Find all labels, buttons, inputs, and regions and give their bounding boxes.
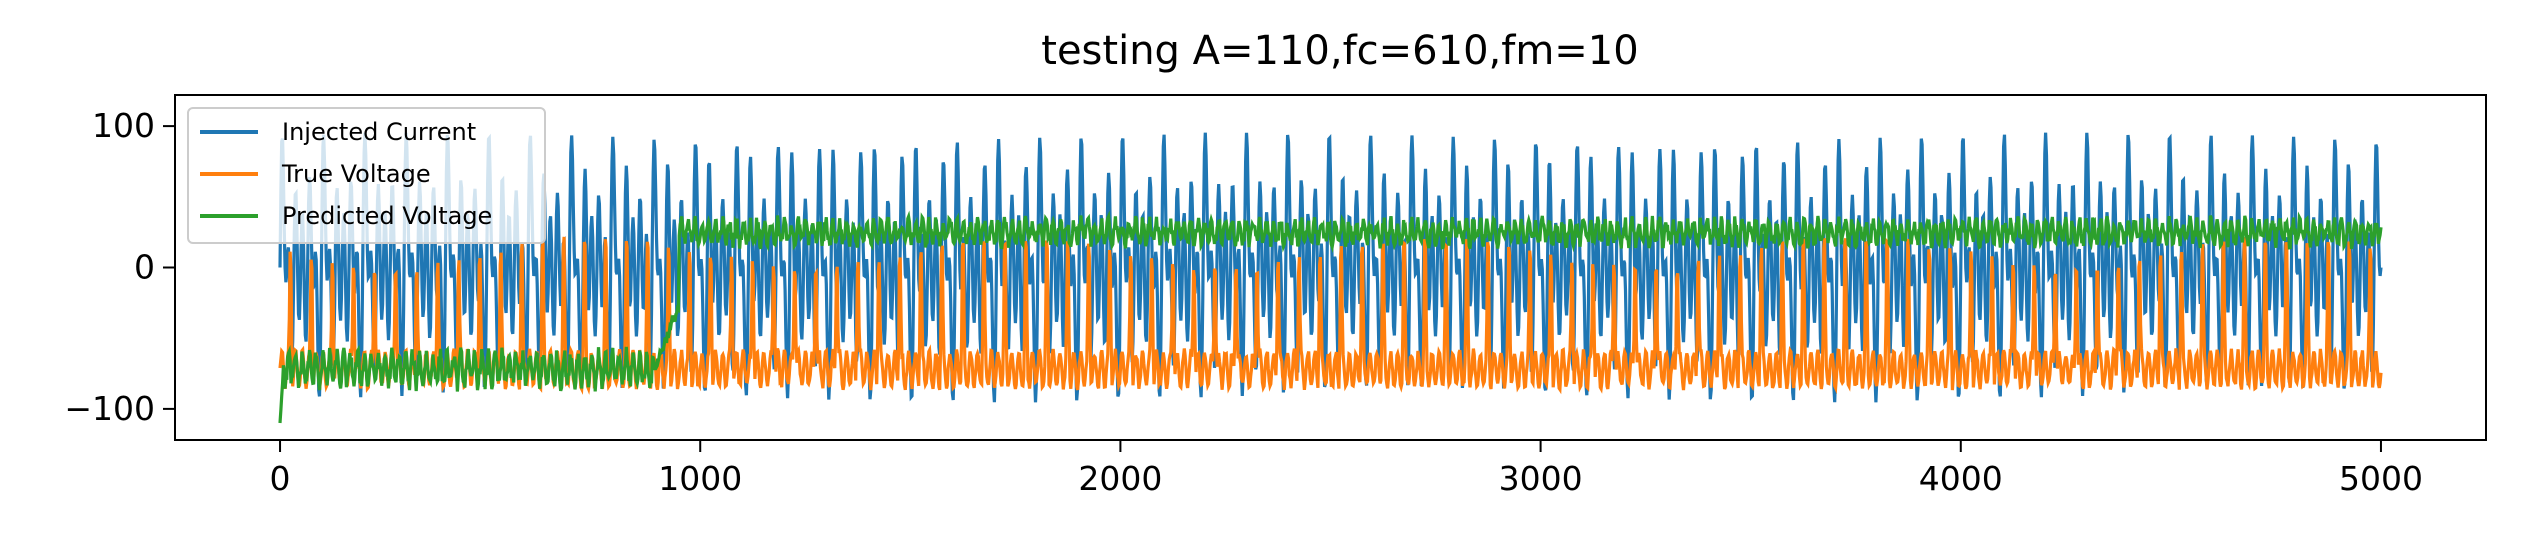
x-axis: 0 1000 2000 3000 4000 5000 — [270, 440, 2423, 498]
legend-label: True Voltage — [281, 160, 431, 188]
y-tick-label: 100 — [92, 106, 155, 145]
y-axis: −100 0 100 — [64, 106, 175, 428]
legend: Injected Current True Voltage Predicted Vo… — [187, 107, 546, 244]
y-tick-label: −100 — [64, 389, 155, 428]
legend-label: Injected Current — [282, 118, 476, 146]
x-tick-label: 1000 — [658, 459, 742, 498]
series-line-injected-current — [278, 132, 2383, 403]
legend-box — [187, 107, 546, 244]
x-tick-label: 0 — [270, 459, 291, 498]
y-tick-label: 0 — [134, 248, 155, 287]
series-line-predicted-voltage — [278, 210, 2383, 424]
legend-label: Predicted Voltage — [282, 202, 492, 230]
x-tick-label: 2000 — [1078, 459, 1162, 498]
x-tick-label: 3000 — [1499, 459, 1583, 498]
plot-area — [278, 132, 2383, 424]
x-tick-label: 5000 — [2339, 459, 2423, 498]
chart-title: testing A=110,fc=610,fm=10 — [1041, 28, 1638, 74]
x-tick-label: 4000 — [1919, 459, 2003, 498]
